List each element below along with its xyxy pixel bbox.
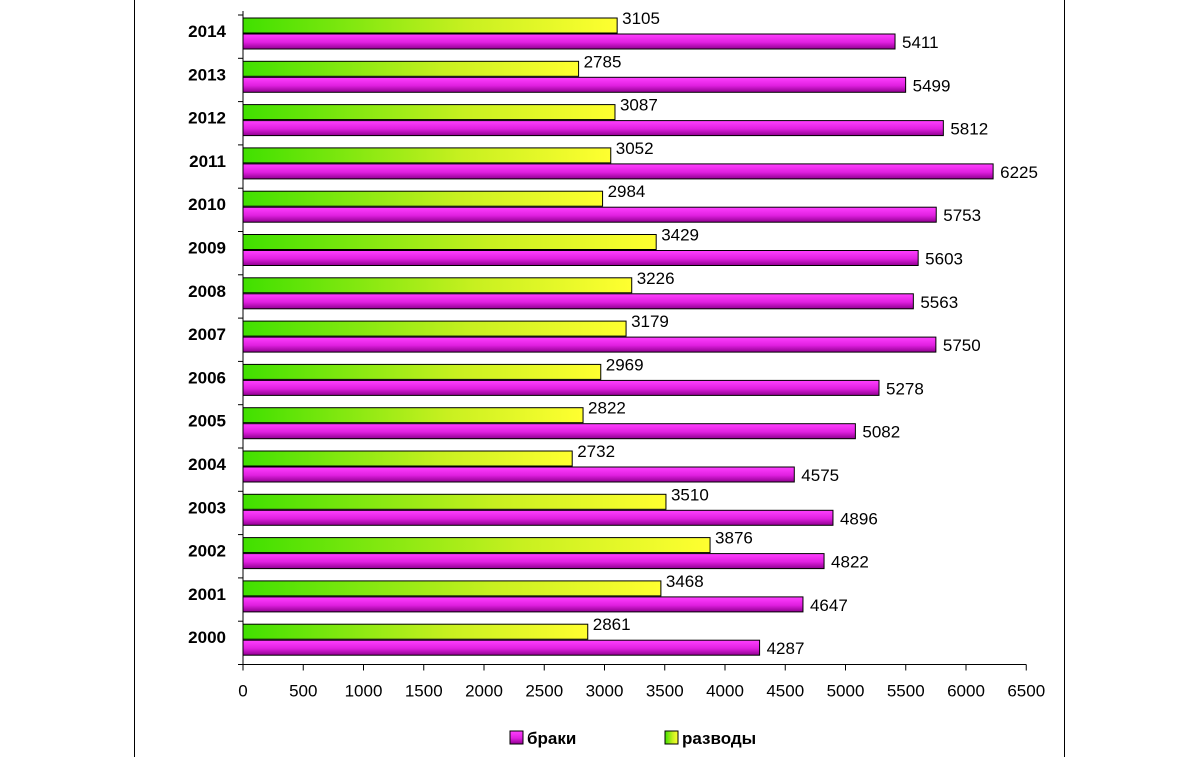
x-tick-label-500: 500 xyxy=(289,682,317,701)
bar-razvody-2008 xyxy=(242,277,633,294)
data-label-razvody-2008: 3226 xyxy=(637,269,675,288)
x-tick-label-0: 0 xyxy=(238,682,247,701)
data-label-braki-2006: 5278 xyxy=(886,379,924,398)
bar-braki-2003 xyxy=(242,509,834,526)
bar-razvody-2009 xyxy=(242,234,657,250)
data-label-braki-2002: 4822 xyxy=(831,553,869,572)
category-label-2006: 2006 xyxy=(188,368,226,387)
bar-razvody-2003 xyxy=(242,493,667,510)
data-label-braki-2008: 5563 xyxy=(920,293,958,312)
data-label-razvody-2004: 2732 xyxy=(577,442,615,461)
bar-razvody-2007 xyxy=(242,320,627,337)
category-label-2003: 2003 xyxy=(188,498,226,517)
category-label-2002: 2002 xyxy=(188,542,226,561)
category-label-2007: 2007 xyxy=(188,325,226,344)
bar-razvody-2001 xyxy=(242,580,662,597)
x-tick-label-6000: 6000 xyxy=(947,682,985,701)
data-label-razvody-2002: 3876 xyxy=(715,529,753,548)
data-label-braki-2009: 5603 xyxy=(925,250,963,269)
data-label-razvody-2005: 2822 xyxy=(588,399,626,418)
bar-braki-2006 xyxy=(242,379,880,396)
data-label-razvody-2009: 3429 xyxy=(661,226,699,245)
data-label-razvody-2013: 2785 xyxy=(584,52,622,71)
x-tick-label-3500: 3500 xyxy=(646,682,684,701)
bar-razvody-2014 xyxy=(242,17,618,34)
data-label-razvody-2014: 3105 xyxy=(622,9,660,28)
category-label-2000: 2000 xyxy=(188,628,226,647)
category-label-2008: 2008 xyxy=(188,282,226,301)
x-tick-label-2000: 2000 xyxy=(465,682,503,701)
data-label-razvody-2010: 2984 xyxy=(608,182,646,201)
x-tick-label-4500: 4500 xyxy=(766,682,804,701)
x-tick-label-5000: 5000 xyxy=(827,682,865,701)
bar-braki-2011 xyxy=(242,163,994,180)
bar-braki-2001 xyxy=(242,596,804,613)
data-label-razvody-2011: 3052 xyxy=(616,139,654,158)
x-tick-label-4000: 4000 xyxy=(706,682,744,701)
data-label-braki-2007: 5750 xyxy=(943,336,981,355)
legend-label-razvody: разводы xyxy=(682,729,756,748)
category-label-2004: 2004 xyxy=(188,455,226,474)
x-tick-label-3000: 3000 xyxy=(586,682,624,701)
bar-braki-2009 xyxy=(242,250,919,266)
bar-braki-2002 xyxy=(242,553,825,570)
category-label-2001: 2001 xyxy=(188,585,226,604)
bar-razvody-2005 xyxy=(242,407,584,424)
data-label-braki-2005: 5082 xyxy=(862,423,900,442)
bar-braki-2012 xyxy=(242,120,944,137)
bar-braki-2004 xyxy=(242,466,795,483)
bar-razvody-2006 xyxy=(242,363,602,380)
bar-razvody-2002 xyxy=(242,537,711,554)
data-label-braki-2004: 4575 xyxy=(801,466,839,485)
category-label-2009: 2009 xyxy=(188,239,226,258)
data-label-braki-2003: 4896 xyxy=(840,509,878,528)
bar-razvody-2000 xyxy=(242,623,589,640)
x-tick-label-1500: 1500 xyxy=(405,682,443,701)
bar-braki-2008 xyxy=(242,293,914,310)
category-label-2014: 2014 xyxy=(188,22,226,41)
bar-razvody-2013 xyxy=(242,60,580,77)
x-tick-label-1000: 1000 xyxy=(345,682,383,701)
x-tick-label-6500: 6500 xyxy=(1007,682,1045,701)
data-label-braki-2001: 4647 xyxy=(810,596,848,615)
category-label-2011: 2011 xyxy=(189,152,226,171)
bar-razvody-2004 xyxy=(242,450,573,467)
legend-swatch-braki xyxy=(509,730,524,745)
category-label-2013: 2013 xyxy=(188,65,226,84)
chart-frame xyxy=(134,0,1065,757)
bar-braki-2007 xyxy=(242,336,937,353)
data-label-braki-2014: 5411 xyxy=(902,33,939,52)
data-label-braki-2013: 5499 xyxy=(913,76,951,95)
bar-razvody-2012 xyxy=(242,104,616,121)
x-axis: 0 500 1000 1500 2000 2500 3000 3500 4000 4500 5000… xyxy=(238,11,1045,701)
legend-swatch-razvody xyxy=(664,730,679,745)
data-label-braki-2010: 5753 xyxy=(943,206,981,225)
legend: браки разводы xyxy=(509,729,756,748)
bar-razvody-2010 xyxy=(242,190,604,207)
category-label-2010: 2010 xyxy=(188,195,226,214)
bar-braki-2010 xyxy=(242,206,937,223)
data-label-braki-2000: 4287 xyxy=(767,639,805,658)
data-label-razvody-2007: 3179 xyxy=(631,312,669,331)
bar-braki-2014 xyxy=(242,33,896,50)
x-tick-label-5500: 5500 xyxy=(887,682,925,701)
data-label-razvody-2001: 3468 xyxy=(666,572,704,591)
bar-braki-2000 xyxy=(242,639,761,656)
bars-layer: 2014 3105 5411 2013 2785 5499 2012 3087 5812 2011… xyxy=(188,9,1038,658)
bar-braki-2005 xyxy=(242,423,856,440)
data-label-razvody-2000: 2861 xyxy=(593,615,631,634)
category-label-2012: 2012 xyxy=(188,109,226,128)
category-label-2005: 2005 xyxy=(188,412,226,431)
data-label-razvody-2012: 3087 xyxy=(620,96,658,115)
data-label-razvody-2006: 2969 xyxy=(606,355,644,374)
data-label-braki-2012: 5812 xyxy=(950,120,988,139)
x-tick-label-2500: 2500 xyxy=(525,682,563,701)
legend-label-braki: браки xyxy=(527,729,576,748)
bar-braki-2013 xyxy=(242,76,907,93)
bar-razvody-2011 xyxy=(242,147,612,164)
data-label-braki-2011: 6225 xyxy=(1000,163,1038,182)
data-label-razvody-2003: 3510 xyxy=(671,485,709,504)
